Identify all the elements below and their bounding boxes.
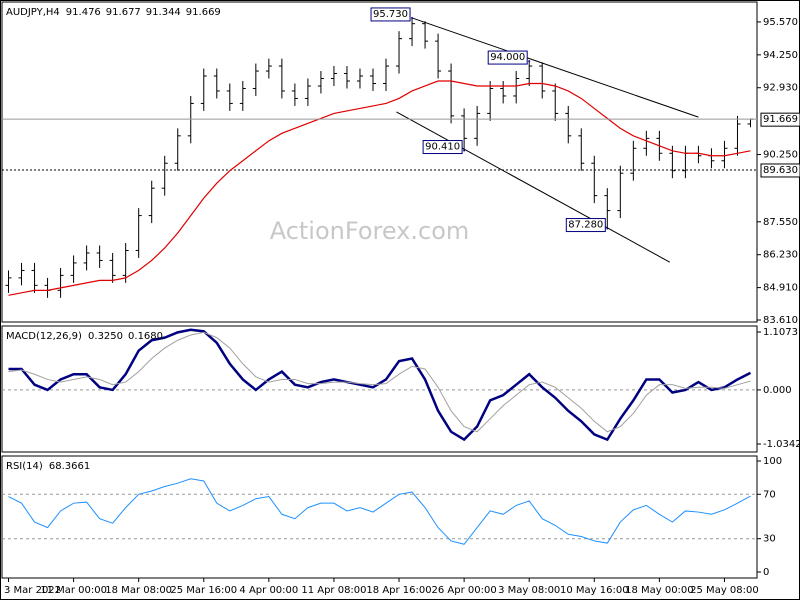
x-tick-label: 25 Mar 16:00 — [170, 585, 237, 596]
header-value: 91.344 — [146, 7, 181, 18]
x-tick-label: 18 Mar 08:00 — [105, 585, 172, 596]
panel — [1, 1, 758, 323]
x-tick-label: 11 Apr 08:00 — [301, 585, 366, 596]
header-value: 68.3661 — [49, 461, 90, 472]
trendline — [396, 111, 671, 263]
x-tick-label: 10 May 16:00 — [560, 585, 629, 596]
y-tick-label: 84.910 — [763, 283, 798, 294]
y-tick-label: 83.610 — [763, 315, 798, 326]
y-tick-label: 30 — [763, 534, 776, 545]
x-tick-label: 26 Apr 00:00 — [432, 585, 497, 596]
y-tick-label: 86.230 — [763, 250, 798, 261]
y-tick-label: 0.000 — [763, 385, 792, 396]
y-tick-label: 1.1073 — [763, 327, 798, 338]
annotation-point — [528, 60, 531, 63]
series-line — [8, 328, 752, 442]
last-price-label: 91.669 — [763, 114, 798, 125]
annotation-point — [411, 16, 414, 19]
panel — [1, 455, 758, 579]
header-value: 91.669 — [186, 7, 221, 18]
annotation-point — [606, 227, 609, 230]
x-tick-label: 18 Apr 16:00 — [366, 585, 431, 596]
series-line — [8, 478, 751, 545]
level-label: 89.630 — [763, 165, 798, 176]
annotation-label: 95.730 — [373, 9, 408, 20]
x-tick-label: 18 May 00:00 — [625, 585, 694, 596]
annotation-label-box — [565, 218, 606, 233]
trendline — [411, 17, 699, 118]
annotation-label: 94.000 — [490, 52, 525, 63]
y-tick-label: 70 — [763, 489, 776, 500]
header-value: 0.3250 — [88, 331, 123, 342]
x-tick-label: 11 Mar 00:00 — [40, 585, 107, 596]
x-tick-label: 4 Apr 00:00 — [239, 585, 298, 596]
panel — [1, 325, 758, 453]
y-tick-label: -1.0342 — [763, 439, 800, 450]
y-tick-label: 90.250 — [763, 150, 798, 161]
annotation-label: 90.410 — [425, 142, 460, 153]
x-tick-label: 3 May 08:00 — [498, 585, 560, 596]
panel-title: MACD(12,26,9) — [6, 331, 82, 342]
y-tick-label: 100 — [763, 456, 782, 467]
header-value: 91.677 — [106, 7, 141, 18]
annotation-label-box — [487, 50, 528, 65]
annotation-label: 87.280 — [568, 220, 603, 231]
annotation-label-box — [370, 7, 411, 22]
watermark: ActionForex.com — [270, 217, 470, 245]
header-value: 91.476 — [66, 7, 101, 18]
annotation-label-box — [422, 140, 463, 155]
x-tick-label: 25 May 08:00 — [690, 585, 759, 596]
series-line — [8, 331, 751, 433]
y-tick-label: 94.250 — [763, 50, 798, 61]
level-label-box — [760, 163, 800, 178]
x-tick-label: 3 Mar 2022 — [4, 585, 61, 596]
y-tick-label: 95.570 — [763, 17, 798, 28]
moving-average — [8, 80, 751, 296]
last-price-label-box — [760, 112, 800, 127]
y-tick-label: 87.550 — [763, 217, 798, 228]
y-tick-label: 0 — [763, 567, 769, 578]
y-tick-label: 92.930 — [763, 83, 798, 94]
panel-title: AUDJPY,H4 — [6, 7, 60, 18]
panel-title: RSI(14) — [6, 461, 43, 472]
header-value: 0.1680 — [128, 331, 163, 342]
annotation-point — [463, 149, 466, 152]
